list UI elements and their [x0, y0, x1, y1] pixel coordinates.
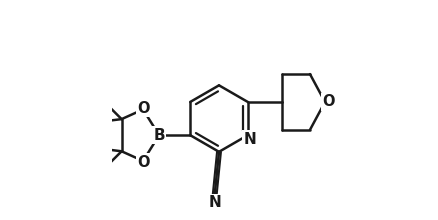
Text: N: N: [243, 132, 256, 147]
Text: N: N: [208, 195, 221, 210]
Text: O: O: [138, 154, 150, 169]
Text: B: B: [153, 128, 165, 143]
Text: O: O: [323, 94, 335, 110]
Text: O: O: [138, 101, 150, 116]
